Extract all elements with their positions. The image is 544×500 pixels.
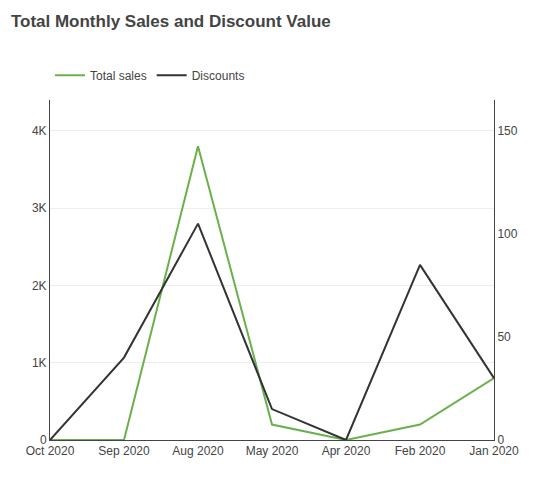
svg-text:Sep 2020: Sep 2020	[98, 444, 150, 458]
svg-text:Apr 2020: Apr 2020	[322, 444, 371, 458]
svg-text:Oct 2020: Oct 2020	[26, 444, 75, 458]
svg-text:0: 0	[40, 433, 47, 447]
svg-text:Total Monthly Sales and Discou: Total Monthly Sales and Discount Value	[11, 12, 331, 31]
svg-text:50: 50	[497, 330, 511, 344]
svg-text:May 2020: May 2020	[246, 444, 299, 458]
svg-text:Jan 2020: Jan 2020	[469, 444, 519, 458]
svg-text:Total sales: Total sales	[90, 69, 147, 83]
svg-text:150: 150	[497, 124, 517, 138]
svg-text:4K: 4K	[32, 124, 47, 138]
svg-text:Discounts: Discounts	[192, 69, 245, 83]
svg-text:3K: 3K	[32, 201, 47, 215]
svg-text:2K: 2K	[32, 279, 47, 293]
svg-text:Feb 2020: Feb 2020	[395, 444, 446, 458]
svg-text:Aug 2020: Aug 2020	[172, 444, 224, 458]
svg-text:0: 0	[497, 433, 504, 447]
svg-text:1K: 1K	[32, 356, 47, 370]
svg-text:100: 100	[497, 227, 517, 241]
